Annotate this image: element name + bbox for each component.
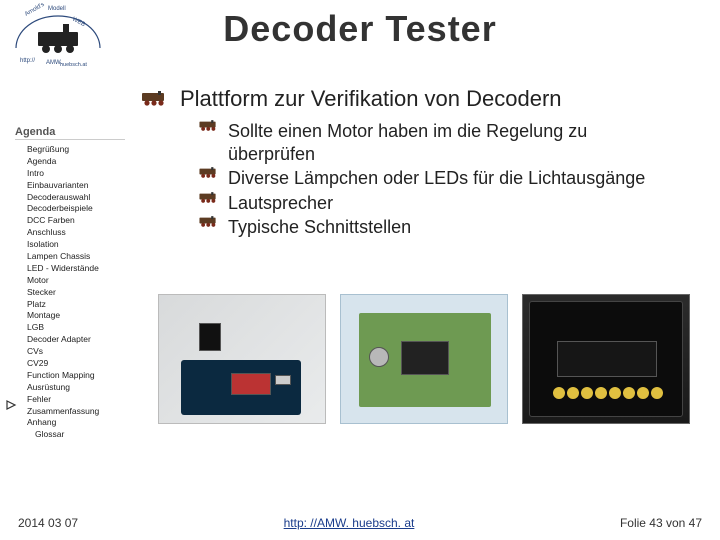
sub-bullet-text: Diverse Lämpchen oder LEDs für die Licht… <box>228 167 645 190</box>
agenda-item[interactable]: CV29 <box>27 358 125 370</box>
main-bullet-text: Plattform zur Verifikation von Decodern <box>180 86 562 112</box>
sub-bullet: Typische Schnittstellen <box>198 216 670 239</box>
svg-text:huebsch.at: huebsch.at <box>60 62 87 68</box>
agenda-item[interactable]: Begrüßung <box>27 144 125 156</box>
agenda-item[interactable]: LGB <box>27 322 125 334</box>
slide: Arnold's WEB Modell http:// huebsch.at A… <box>0 0 720 540</box>
sub-bullet-text: Sollte einen Motor haben im die Regelung… <box>228 120 670 165</box>
photo-decoder-board-1 <box>158 294 326 424</box>
agenda-panel: Agenda BegrüßungAgendaIntroEinbauvariant… <box>15 126 125 441</box>
photo-decoder-board-2 <box>340 294 508 424</box>
agenda-item[interactable]: Function Mapping <box>27 370 125 382</box>
agenda-item[interactable]: CVs <box>27 346 125 358</box>
agenda-item[interactable]: Lampen Chassis <box>27 251 125 263</box>
agenda-item[interactable]: Montage <box>27 310 125 322</box>
agenda-item[interactable]: Stecker <box>27 287 125 299</box>
agenda-current-arrow-icon <box>6 398 18 416</box>
photo-decoder-tester <box>522 294 690 424</box>
agenda-item[interactable]: Decoderauswahl <box>27 192 125 204</box>
sub-bullet: Diverse Lämpchen oder LEDs für die Licht… <box>198 167 670 190</box>
agenda-item[interactable]: Anhang <box>27 417 125 429</box>
footer-url[interactable]: http: //AMW. huebsch. at <box>78 516 620 530</box>
agenda-item[interactable]: Decoder Adapter <box>27 334 125 346</box>
sub-bullet: Lautsprecher <box>198 192 670 215</box>
sub-bullets: Sollte einen Motor haben im die Regelung… <box>198 120 670 241</box>
agenda-item[interactable]: Zusammenfassung <box>27 406 125 418</box>
agenda-item[interactable]: Isolation <box>27 239 125 251</box>
svg-text:AMW.: AMW. <box>46 60 62 66</box>
agenda-list: BegrüßungAgendaIntroEinbauvariantenDecod… <box>27 144 125 441</box>
agenda-item[interactable]: Agenda <box>27 156 125 168</box>
sub-bullet: Sollte einen Motor haben im die Regelung… <box>198 120 670 165</box>
main-bullet: Plattform zur Verifikation von Decodern <box>140 86 692 112</box>
sub-bullet-text: Typische Schnittstellen <box>228 216 411 239</box>
agenda-item[interactable]: Motor <box>27 275 125 287</box>
footer: 2014 03 07 http: //AMW. huebsch. at Foli… <box>0 516 720 530</box>
agenda-item[interactable]: DCC Farben <box>27 215 125 227</box>
footer-page: Folie 43 von 47 <box>620 516 702 530</box>
svg-text:http://: http:// <box>20 58 35 64</box>
image-row <box>158 294 690 424</box>
footer-date: 2014 03 07 <box>18 516 78 530</box>
sub-bullet-text: Lautsprecher <box>228 192 333 215</box>
agenda-item[interactable]: Anschluss <box>27 227 125 239</box>
agenda-item[interactable]: Ausrüstung <box>27 382 125 394</box>
slide-title: Decoder Tester <box>0 8 720 50</box>
agenda-item[interactable]: Glossar <box>35 429 125 441</box>
agenda-item[interactable]: LED - Widerstände <box>27 263 125 275</box>
train-bullet-icon <box>140 91 170 107</box>
agenda-item[interactable]: Platz <box>27 299 125 311</box>
agenda-item[interactable]: Einbauvarianten <box>27 180 125 192</box>
agenda-label: Agenda <box>15 126 125 140</box>
agenda-item[interactable]: Decoderbeispiele <box>27 203 125 215</box>
agenda-item[interactable]: Fehler <box>27 394 125 406</box>
agenda-item[interactable]: Intro <box>27 168 125 180</box>
